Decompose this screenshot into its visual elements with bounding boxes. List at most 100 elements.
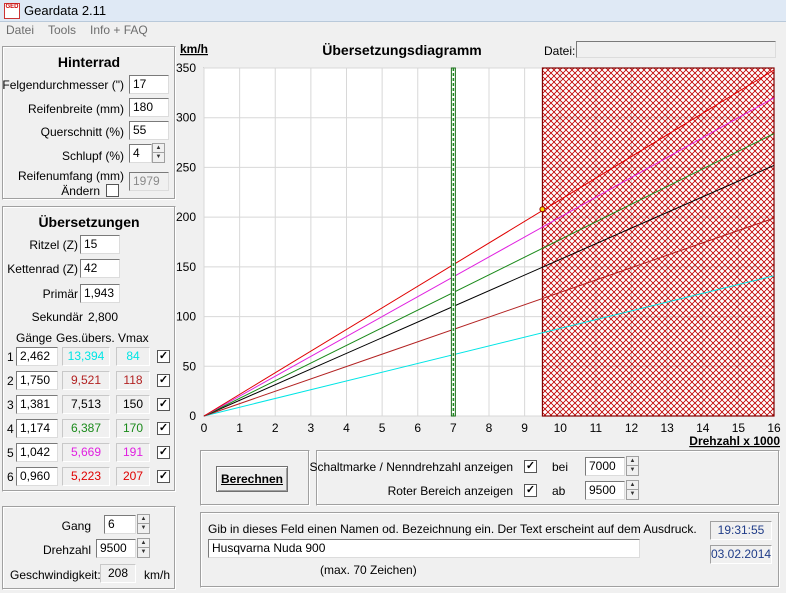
kettenrad-label: Kettenrad (Z) — [7, 262, 78, 276]
gear-ratio-input[interactable]: 1,042 — [16, 443, 58, 462]
gear-visible-checkbox[interactable]: ✓ — [157, 398, 170, 411]
y-tick-label: 50 — [183, 359, 197, 373]
gear-ratio-input[interactable]: 1,750 — [16, 371, 58, 390]
spin-up-icon[interactable]: ▲ — [627, 457, 638, 466]
x-tick-label: 16 — [767, 421, 781, 435]
x-tick-label: 6 — [414, 421, 421, 435]
gear-vmax: 118 — [116, 371, 150, 390]
gear-number: 3 — [7, 398, 14, 412]
drehzahl-spinner[interactable]: ▲ ▼ — [137, 538, 150, 558]
aendern-label: Ändern — [61, 184, 100, 198]
bei-spinner[interactable]: ▲ ▼ — [626, 456, 639, 476]
spin-down-icon[interactable]: ▼ — [629, 491, 636, 497]
primaer-label: Primär — [42, 287, 78, 301]
ritzel-label: Ritzel (Z) — [29, 238, 78, 252]
ab-spinner[interactable]: ▲ ▼ — [626, 480, 639, 500]
x-tick-label: 0 — [201, 421, 208, 435]
querschnitt-input[interactable]: 55 — [129, 121, 169, 140]
gear-number: 1 — [7, 350, 14, 364]
gear-vmax: 84 — [116, 347, 150, 366]
spin-down-icon[interactable]: ▼ — [155, 154, 162, 160]
note-input[interactable]: Husqvarna Nuda 900 — [208, 539, 640, 558]
felgen-label: Felgendurchmesser (") — [2, 78, 124, 92]
app-icon: GED — [4, 3, 20, 19]
schaltmarke-checkbox[interactable]: ✓ — [524, 460, 537, 473]
gear-number: 4 — [7, 422, 14, 436]
y-tick-label: 100 — [176, 310, 196, 324]
ritzel-input[interactable]: 15 — [80, 235, 120, 254]
ab-label: ab — [552, 484, 566, 498]
bei-input[interactable]: 7000 — [585, 457, 625, 476]
menu-info-faq[interactable]: Info + FAQ — [90, 23, 148, 37]
gear-ratio-input[interactable]: 2,462 — [16, 347, 58, 366]
y-tick-label: 0 — [189, 409, 196, 423]
kettenrad-input[interactable]: 42 — [80, 259, 120, 278]
gear-ratio-input[interactable]: 1,381 — [16, 395, 58, 414]
x-tick-label: 8 — [486, 421, 493, 435]
schlupf-label: Schlupf (%) — [61, 149, 124, 163]
spin-down-icon[interactable]: ▼ — [140, 525, 147, 531]
roter-checkbox[interactable]: ✓ — [524, 484, 537, 497]
y-tick-label: 300 — [176, 111, 196, 125]
gear-series-line — [203, 164, 775, 417]
x-tick-label: 5 — [379, 421, 386, 435]
y-axis-label: km/h — [180, 42, 208, 56]
gear-total: 13,394 — [62, 347, 110, 366]
gear-visible-checkbox[interactable]: ✓ — [157, 422, 170, 435]
spin-up-icon[interactable]: ▲ — [138, 539, 149, 548]
gear-ratio-input[interactable]: 1,174 — [16, 419, 58, 438]
gear-visible-checkbox[interactable]: ✓ — [157, 470, 170, 483]
y-tick-label: 250 — [176, 160, 196, 174]
x-axis-label: Drehzahl x 1000 — [689, 434, 780, 448]
aendern-checkbox[interactable] — [106, 184, 119, 197]
schlupf-input[interactable]: 4 — [129, 144, 152, 163]
gang-spinner[interactable]: ▲ ▼ — [137, 514, 150, 534]
spin-up-icon[interactable]: ▲ — [138, 515, 149, 524]
clock-time: 19:31:55 — [710, 521, 772, 540]
gear-visible-checkbox[interactable]: ✓ — [157, 350, 170, 363]
clock-date: 03.02.2014 — [710, 545, 772, 564]
drehzahl-label: Drehzahl — [42, 543, 91, 557]
ab-input[interactable]: 9500 — [585, 481, 625, 500]
uebersetzungen-title: Übersetzungen — [38, 214, 140, 230]
x-tick-label: 7 — [450, 421, 457, 435]
window-title: Geardata 2.11 — [24, 3, 107, 18]
felgen-input[interactable]: 17 — [129, 75, 169, 94]
datei-label: Datei: — [544, 44, 576, 58]
gear-number: 2 — [7, 374, 14, 388]
gang-input[interactable]: 6 — [104, 515, 136, 534]
y-tick-label: 350 — [176, 61, 196, 75]
primaer-input[interactable]: 1,943 — [80, 284, 120, 303]
gear-visible-checkbox[interactable]: ✓ — [157, 374, 170, 387]
x-tick-label: 3 — [308, 421, 315, 435]
x-tick-label: 13 — [660, 421, 674, 435]
umfang-label: Reifenumfang (mm) — [17, 169, 124, 183]
x-tick-label: 14 — [696, 421, 710, 435]
reifenbreite-input[interactable]: 180 — [129, 98, 169, 117]
menu-tools[interactable]: Tools — [48, 23, 77, 37]
gear-visible-checkbox[interactable]: ✓ — [157, 446, 170, 459]
settings-panel — [316, 450, 780, 506]
note-max: (max. 70 Zeichen) — [320, 563, 417, 577]
red-zone — [541, 67, 775, 417]
gear-total: 6,387 — [62, 419, 110, 438]
spin-up-icon[interactable]: ▲ — [153, 144, 164, 153]
schlupf-spinner[interactable]: ▲ ▼ — [152, 143, 165, 163]
spin-down-icon[interactable]: ▼ — [140, 549, 147, 555]
geschw-label: Geschwindigkeit: — [10, 568, 101, 582]
gear-total: 5,223 — [62, 467, 110, 486]
spin-down-icon[interactable]: ▼ — [629, 467, 636, 473]
drehzahl-input[interactable]: 9500 — [96, 539, 136, 558]
y-tick-label: 200 — [176, 210, 196, 224]
gear-vmax: 170 — [116, 419, 150, 438]
menu-datei[interactable]: Datei — [6, 23, 35, 37]
berechnen-button[interactable]: Berechnen — [216, 466, 288, 492]
gear-ratio-input[interactable]: 0,960 — [16, 467, 58, 486]
reifenbreite-label: Reifenbreite (mm) — [27, 102, 124, 116]
gear-total: 5,669 — [62, 443, 110, 462]
roter-label: Roter Bereich anzeigen — [387, 484, 513, 498]
x-tick-label: 12 — [625, 421, 639, 435]
sekundaer-label: Sekundär — [31, 310, 83, 324]
spin-up-icon[interactable]: ▲ — [627, 481, 638, 490]
sekundaer-value: 2,800 — [88, 310, 119, 324]
